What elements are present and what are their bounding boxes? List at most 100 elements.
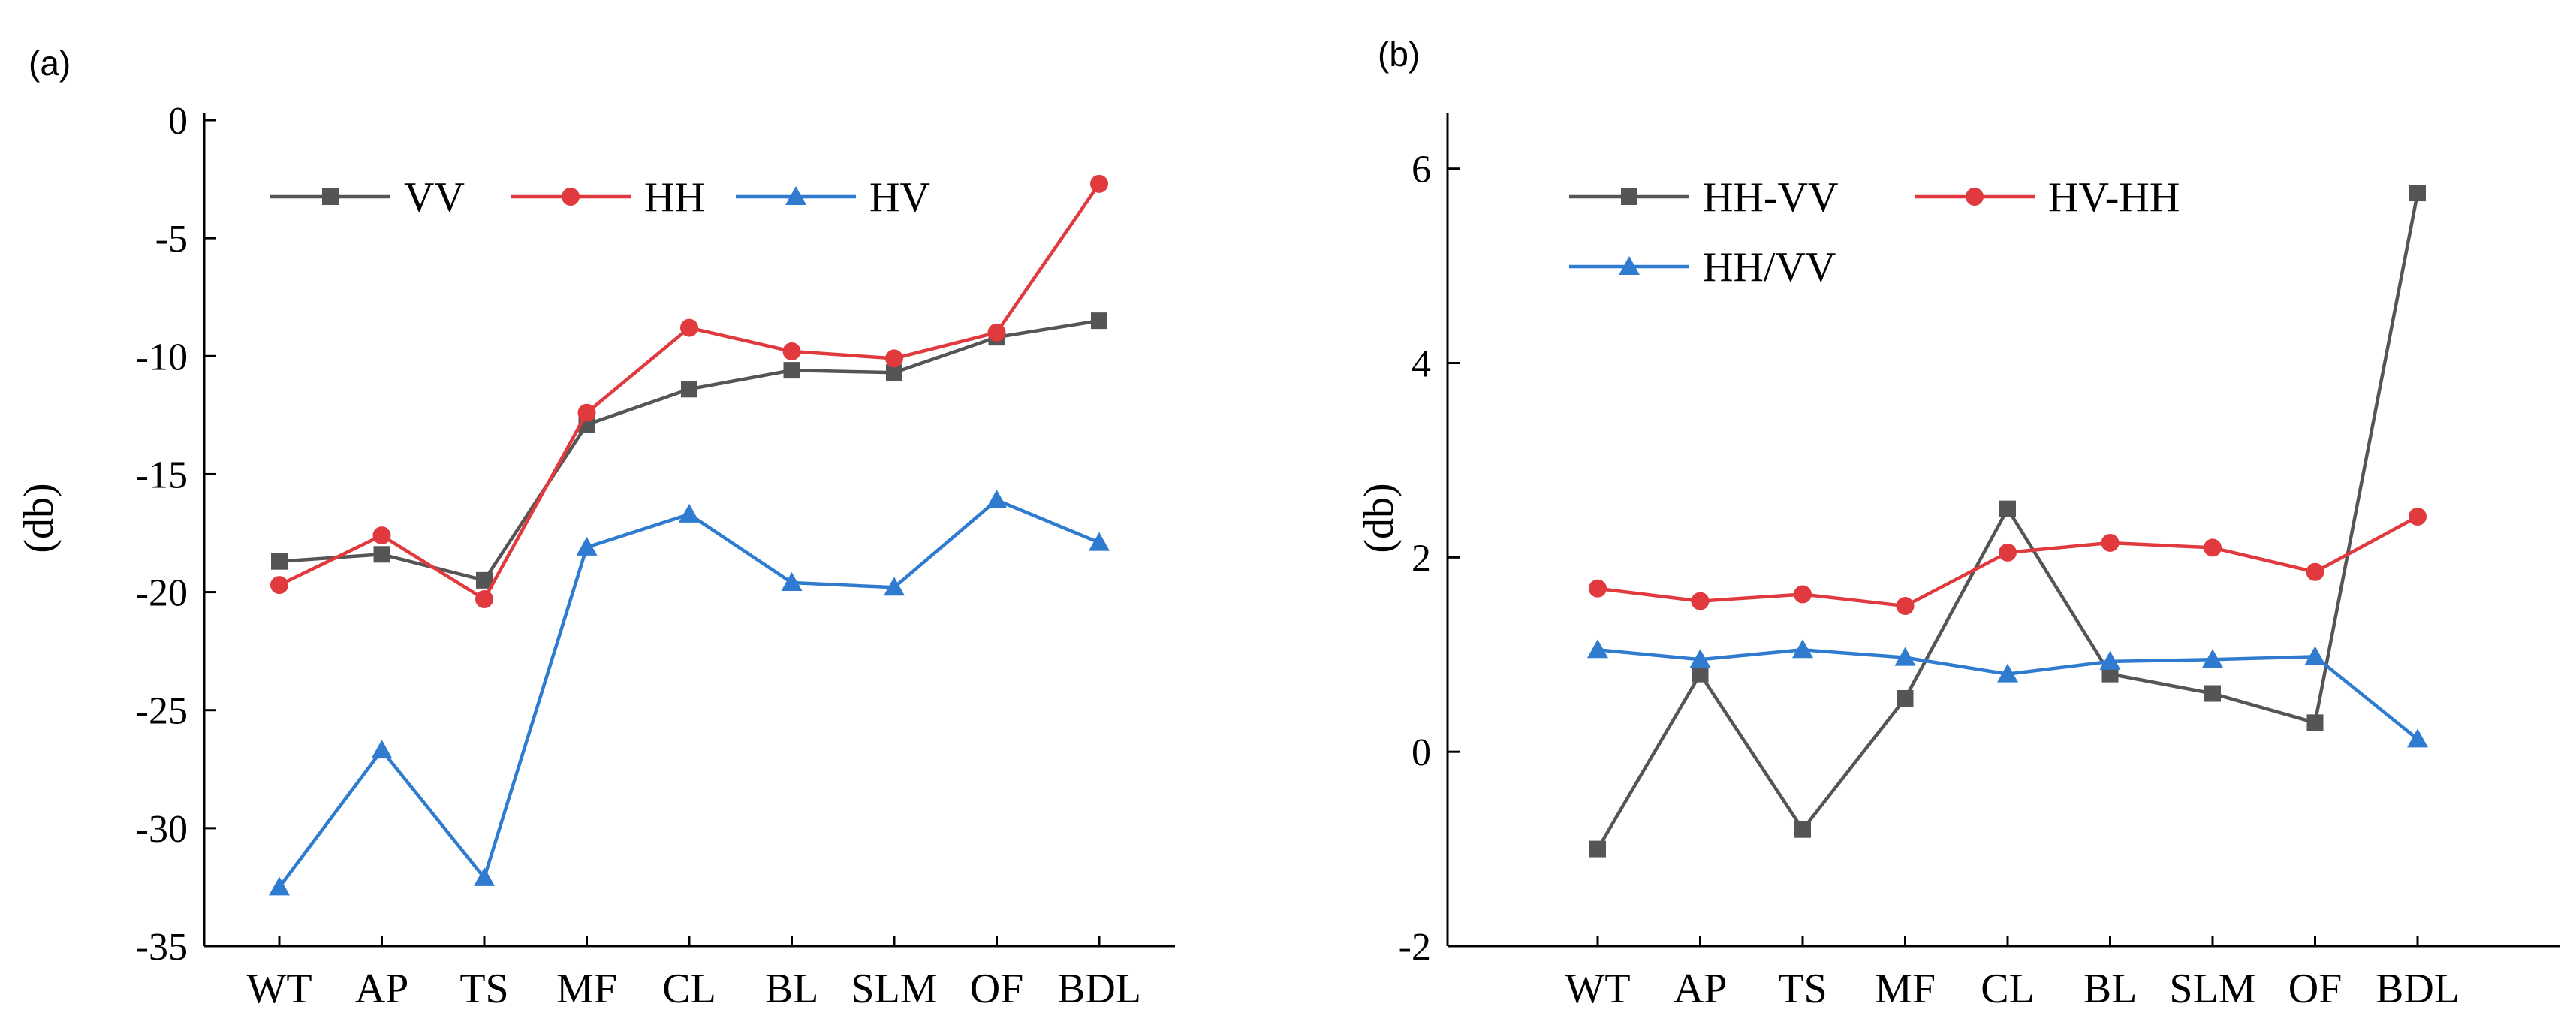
y-axis-label: (db) — [1356, 483, 1402, 553]
legend-label: HH-VV — [1703, 174, 1838, 221]
series-line-hh-vv — [1597, 648, 2419, 741]
data-point-hh — [885, 349, 903, 368]
legend-label: HV-HH — [2048, 174, 2180, 221]
y-tick-label: -2 — [1399, 926, 1431, 969]
data-point-hv-hh — [2306, 562, 2324, 581]
legend-label: HH/VV — [1703, 244, 1836, 291]
data-point-vv — [886, 364, 902, 381]
data-point-hh-vv — [2409, 185, 2426, 202]
legend-swatch-marker — [562, 188, 580, 206]
legend-entry-hh: HH — [511, 174, 705, 221]
data-point-hv — [986, 490, 1008, 508]
series-line-hh-vv — [1596, 192, 2420, 850]
legend-swatch-marker — [1619, 256, 1640, 275]
data-point-vv — [373, 546, 390, 563]
data-point-hh-vv — [1587, 639, 1608, 659]
y-tick-label: -15 — [136, 454, 188, 496]
legend-entry-hv: HV — [736, 174, 930, 221]
x-tick-label-ts: TS — [459, 966, 508, 1012]
legend-label: HV — [869, 174, 930, 221]
data-point-hv-hh — [2409, 508, 2427, 526]
y-axis-label: (db) — [16, 483, 62, 553]
data-point-hv — [269, 876, 290, 896]
data-point-hh — [782, 342, 801, 360]
x-tick-label-ap: AP — [355, 966, 409, 1012]
x-tick-label-ap: AP — [1674, 966, 1728, 1012]
x-tick-label-mf: MF — [1875, 966, 1936, 1012]
y-tick-label: 0 — [168, 100, 188, 143]
legend-entry-hh-vv: HH/VV — [1569, 244, 1836, 291]
data-point-hh-vv — [2099, 650, 2121, 670]
data-point-hv — [474, 867, 495, 886]
data-point-hh-vv — [2204, 685, 2221, 702]
data-point-hh-vv — [1999, 500, 2016, 517]
data-point-hh-vv — [1794, 821, 1811, 838]
chart-panel-b: (b) 6 4 2 0 -2 WT AP TS MF CL BL SLM OF BDL (db) HH-VV HV… — [1356, 35, 2560, 1012]
data-point-hh — [987, 323, 1006, 342]
x-tick-label-mf: MF — [556, 966, 617, 1012]
legend-swatch-marker — [785, 186, 806, 205]
data-point-hv-hh — [2101, 533, 2120, 552]
y-tick-label: 4 — [1412, 343, 1431, 386]
data-point-hv — [371, 740, 393, 759]
series-hv — [269, 490, 1110, 896]
data-point-hh — [1090, 174, 1108, 193]
panel-label: (a) — [29, 44, 71, 83]
legend-swatch-marker — [1621, 188, 1637, 205]
data-point-hv-hh — [1691, 592, 1710, 610]
y-tick-label: -35 — [136, 926, 188, 969]
x-tick-label-cl: CL — [662, 966, 716, 1012]
x-tick-label-cl: CL — [1981, 966, 2035, 1012]
data-point-hh-vv — [1792, 639, 1813, 659]
data-point-hh-vv — [1997, 663, 2018, 683]
data-point-hh — [577, 403, 596, 422]
y-tick-label: 0 — [1412, 731, 1431, 774]
data-point-hv — [1089, 532, 1110, 551]
data-point-hh — [270, 576, 288, 595]
x-tick-label-slm: SLM — [2169, 966, 2255, 1012]
x-tick-label-bdl: BDL — [2376, 966, 2460, 1012]
data-point-hv — [884, 577, 905, 596]
data-point-hv — [679, 503, 700, 523]
x-tick-label-of: OF — [2288, 966, 2343, 1012]
x-tick-label-slm: SLM — [851, 966, 937, 1012]
x-tick-label-bl: BL — [2083, 966, 2138, 1012]
series-hh-vv — [1587, 639, 2428, 748]
y-tick-label: -5 — [155, 218, 188, 261]
legend-entry-hv-hh: HV-HH — [1915, 174, 2180, 221]
data-point-hv-hh — [2204, 538, 2222, 557]
legend-label: VV — [404, 174, 465, 221]
data-point-vv — [783, 362, 800, 379]
series-vv — [271, 312, 1107, 589]
series-hh-vv — [1589, 185, 2426, 858]
y-tick-label: -10 — [136, 336, 188, 378]
data-point-hh — [680, 318, 698, 337]
series-line-vv — [279, 318, 1100, 583]
data-point-vv — [681, 381, 697, 398]
data-point-hh-vv — [2202, 649, 2223, 668]
legend-swatch-marker — [1966, 188, 1984, 206]
data-point-hv-hh — [1999, 543, 2017, 562]
data-point-hv — [781, 572, 803, 591]
legend-entry-hh-vv: HH-VV — [1569, 174, 1838, 221]
x-tick-label-of: OF — [970, 966, 1024, 1012]
series-hh — [270, 174, 1108, 608]
y-tick-label: -20 — [136, 572, 188, 615]
legend-swatch-marker — [322, 188, 339, 205]
data-point-hh-vv — [1894, 647, 1916, 666]
chart-panel-a: (a) 0 -5 -10 -15 -20 -25 -30 -35 WT AP TS MF CL BL SLM O… — [16, 44, 1175, 1012]
panel-label: (b) — [1378, 35, 1420, 74]
data-point-hh-vv — [2306, 714, 2324, 731]
data-point-hv-hh — [1794, 585, 1812, 604]
x-tick-label-wt: WT — [246, 966, 312, 1012]
y-tick-label: -25 — [136, 690, 188, 733]
series-hv-hh — [1589, 508, 2427, 616]
data-point-hh-vv — [1692, 665, 1709, 683]
legend-entry-vv: VV — [270, 174, 465, 221]
data-point-hh-vv — [2101, 665, 2119, 683]
x-tick-label-wt: WT — [1565, 966, 1630, 1012]
data-point-hh-vv — [2304, 646, 2326, 665]
data-point-hh-vv — [2407, 728, 2428, 748]
x-tick-label-bdl: BDL — [1057, 966, 1141, 1012]
